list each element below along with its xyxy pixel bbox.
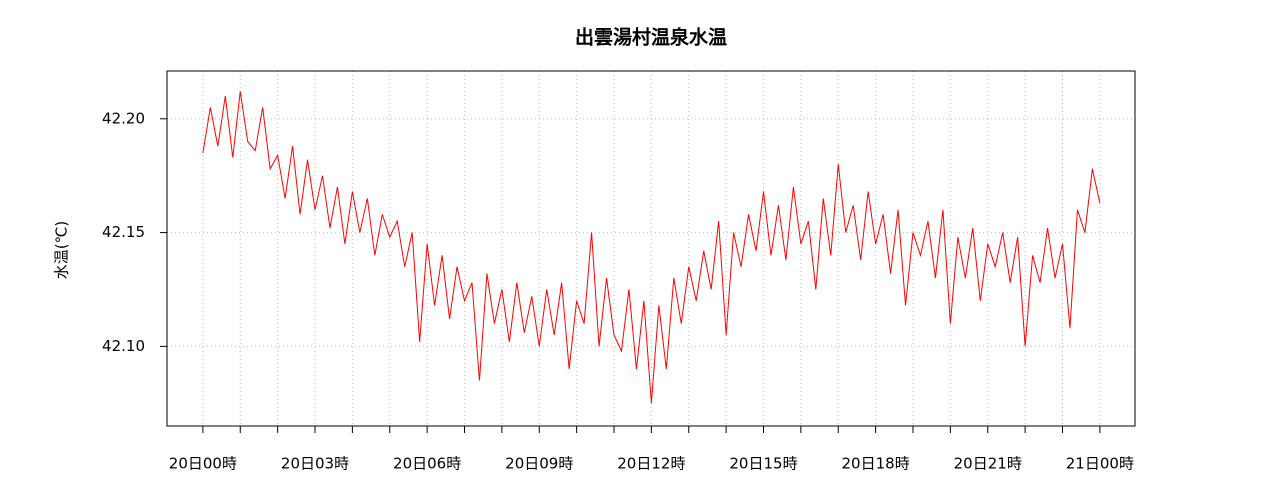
x-tick-label: 20日15時 <box>729 455 797 473</box>
data-line <box>202 91 1101 404</box>
x-tick-label: 20日09時 <box>505 455 573 473</box>
plot-frame <box>166 70 1136 427</box>
x-tick-label: 20日18時 <box>842 455 910 473</box>
x-tick-label: 20日21時 <box>954 455 1022 473</box>
chart-title: 出雲湯村温泉水温 <box>575 26 727 49</box>
x-tick-label: 20日12時 <box>617 455 685 473</box>
y-tick-label: 42.20 <box>102 109 145 127</box>
x-tick-label: 21日00時 <box>1066 455 1134 473</box>
y-tick-label: 42.15 <box>102 223 145 241</box>
y-axis-label: 水温(℃) <box>53 221 71 280</box>
y-tick-label: 42.10 <box>102 337 145 355</box>
x-tick-label: 20日00時 <box>169 455 237 473</box>
x-tick-label: 20日03時 <box>281 455 349 473</box>
x-tick-label: 20日06時 <box>393 455 461 473</box>
